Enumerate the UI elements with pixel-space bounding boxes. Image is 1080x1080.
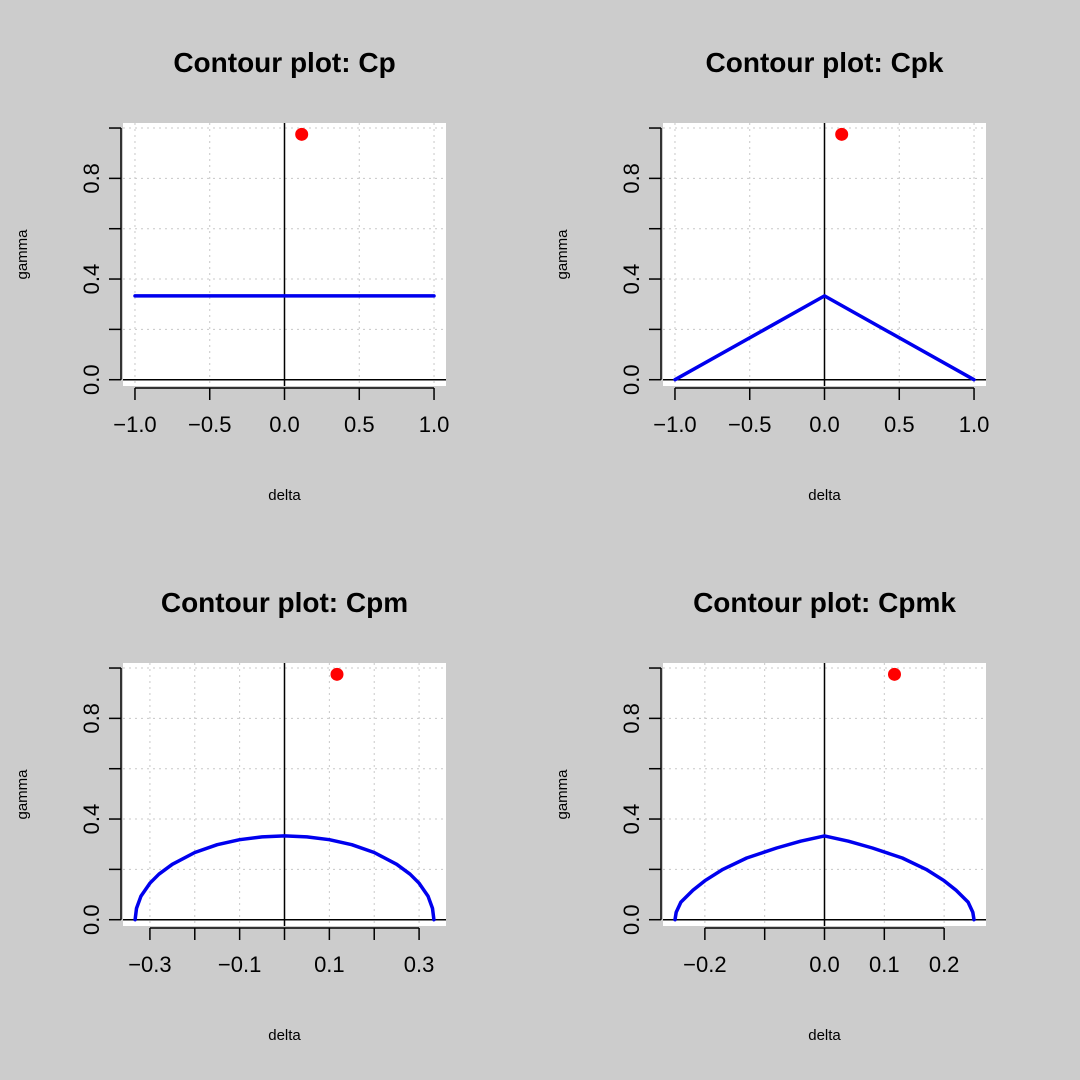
chart-3-title: Contour plot: Cpm <box>161 587 408 618</box>
chart-2-x-axis-label: delta <box>808 487 841 504</box>
chart-1-x-tick-label: 0.5 <box>344 412 375 437</box>
chart-3-y-axis-label: gamma <box>14 769 31 820</box>
chart-4-y-tick-label: 0.0 <box>619 904 644 935</box>
chart-1-point <box>295 127 309 141</box>
chart-4-y-axis-label: gamma <box>554 769 571 820</box>
chart-2-x-tick-label: 0.0 <box>809 412 840 437</box>
chart-1-title: Contour plot: Cp <box>173 47 395 78</box>
chart-1: −1.0 −0.5 0.0 0.5 1.0 0.0 0.4 0.8 Contour plot: … <box>14 47 449 504</box>
chart-2-y-tick-label: 0.8 <box>619 163 644 194</box>
chart-4: −0.2 0.0 0.1 0.2 0.0 0.4 0.8 Contour plot: Cpmk… <box>554 587 986 1044</box>
chart-1-x-tick-label: 1.0 <box>419 412 450 437</box>
chart-3-x-tick-label: 0.1 <box>314 952 345 977</box>
chart-4-y-tick-label: 0.8 <box>619 703 644 734</box>
chart-2-x-tick-label: −0.5 <box>728 412 771 437</box>
chart-3: −0.3 −0.1 0.1 0.3 0.0 0.4 0.8 Contour plot: Cpm… <box>14 587 446 1044</box>
chart-3-y-tick-label: 0.0 <box>79 904 104 935</box>
chart-4-x-tick-label: −0.2 <box>683 952 726 977</box>
chart-1-x-tick-label: 0.0 <box>269 412 300 437</box>
chart-2: −1.0 −0.5 0.0 0.5 1.0 0.0 0.4 0.8 Contour plot: … <box>554 47 989 504</box>
chart-3-x-axis-label: delta <box>268 1027 301 1044</box>
chart-3-y-tick-label: 0.4 <box>79 804 104 835</box>
chart-2-title: Contour plot: Cpk <box>706 47 944 78</box>
chart-2-x-tick-label: 1.0 <box>959 412 990 437</box>
chart-4-x-axis-label: delta <box>808 1027 841 1044</box>
chart-1-y-tick-label: 0.0 <box>79 364 104 395</box>
chart-3-contour-line <box>133 834 436 922</box>
chart-1-y-tick-label: 0.8 <box>79 163 104 194</box>
chart-3-x-tick-label: −0.1 <box>218 952 261 977</box>
chart-2-y-axis-label: gamma <box>554 229 571 280</box>
chart-1-y-tick-label: 0.4 <box>79 264 104 295</box>
chart-1-x-tick-label: −0.5 <box>188 412 231 437</box>
chart-2-y-tick-label: 0.0 <box>619 364 644 395</box>
chart-1-y-axis-label: gamma <box>14 229 31 280</box>
chart-4-x-tick-label: 0.0 <box>809 952 840 977</box>
chart-4-contour-line <box>673 834 976 922</box>
chart-4-y-tick-label: 0.4 <box>619 804 644 835</box>
chart-1-x-axis-label: delta <box>268 487 301 504</box>
chart-4-point <box>887 667 901 681</box>
chart-3-point <box>330 667 344 681</box>
chart-1-x-tick-label: −1.0 <box>113 412 156 437</box>
chart-2-contour-line <box>673 294 976 382</box>
chart-4-title: Contour plot: Cpmk <box>693 587 956 618</box>
chart-2-point <box>835 127 849 141</box>
chart-3-x-tick-label: −0.3 <box>128 952 171 977</box>
chart-4-x-tick-label: 0.2 <box>929 952 960 977</box>
chart-3-y-tick-label: 0.8 <box>79 703 104 734</box>
chart-2-x-tick-label: −1.0 <box>653 412 696 437</box>
chart-2-y-tick-label: 0.4 <box>619 264 644 295</box>
chart-3-x-tick-label: 0.3 <box>404 952 435 977</box>
chart-4-x-tick-label: 0.1 <box>869 952 900 977</box>
chart-2-x-tick-label: 0.5 <box>884 412 915 437</box>
